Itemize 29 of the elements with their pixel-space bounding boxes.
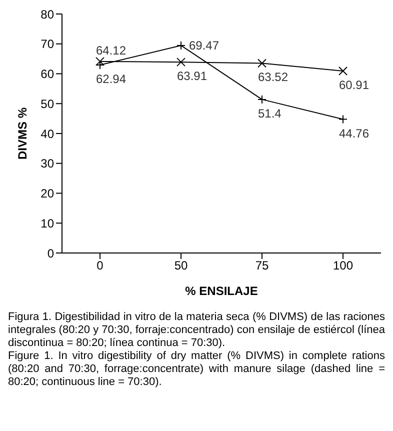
point <box>176 58 186 67</box>
data-label: 64.12 <box>96 43 126 58</box>
data-label: 63.91 <box>177 69 208 84</box>
point <box>96 56 104 66</box>
caption: Figure 1. In vitro digestibility of dry matter (% DIVMS) in complete rations (80:20 and 70:30, forrage:concentrate) with manure silage (dashed line = 80:20; continuous line = 70:30). <box>8 350 385 389</box>
x-tick-label: 0 <box>96 258 104 273</box>
text: Figura 1. Digestibilidad in vitro de la materia seca (% DIVMS) de las raciones integrales (80:20 y 70:30, forraje:concentrado) con ensilaje de estiércol (línea discontinua = 80:20; línea continua = 70:30). <box>8 311 385 350</box>
x-tick-label: 50 <box>174 258 188 273</box>
data-label: 60.91 <box>339 78 370 92</box>
y-tick-label: 70 <box>40 37 54 52</box>
data-label: 62.94 <box>96 72 126 86</box>
data-label: 69.47 <box>189 38 220 52</box>
y-tick-label: 10 <box>40 216 54 230</box>
x-axis-title: % ENSILAJE <box>185 284 258 298</box>
y-tick-label: 50 <box>40 96 54 111</box>
x-tick-label: 75 <box>255 258 269 273</box>
y-axis-title: DIVMS % <box>15 107 30 160</box>
y-tick-label: 0 <box>47 246 54 260</box>
data-label: 63.52 <box>258 70 288 84</box>
y-tick-label: 60 <box>40 67 54 82</box>
y-tick-label: 40 <box>40 126 54 141</box>
data-label: 51.4 <box>258 106 282 120</box>
data-label: 44.76 <box>339 126 370 140</box>
x-tick-label: 100 <box>332 258 354 273</box>
y-tick-label: 20 <box>40 186 54 201</box>
y-tick-label: 30 <box>40 156 54 171</box>
point <box>258 58 266 68</box>
y-tick-label: 80 <box>40 7 54 22</box>
point <box>338 66 348 76</box>
